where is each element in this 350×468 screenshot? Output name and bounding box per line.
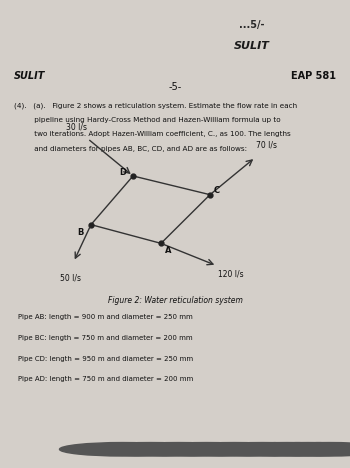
- Text: 120 l/s: 120 l/s: [218, 270, 244, 278]
- Text: Figure 2: Water reticulation system: Figure 2: Water reticulation system: [107, 296, 243, 305]
- Text: A: A: [165, 246, 171, 256]
- Circle shape: [199, 443, 326, 456]
- Text: 30 l/s: 30 l/s: [66, 122, 88, 131]
- Circle shape: [245, 443, 350, 456]
- Circle shape: [144, 443, 270, 456]
- Text: Pipe AB: length = 900 m and diameter = 250 mm: Pipe AB: length = 900 m and diameter = 2…: [18, 314, 192, 321]
- Text: Pipe BC: length = 750 m and diameter = 200 mm: Pipe BC: length = 750 m and diameter = 2…: [18, 335, 192, 341]
- Circle shape: [60, 443, 186, 456]
- Text: SULIT: SULIT: [234, 41, 270, 51]
- Text: B: B: [77, 227, 84, 237]
- Text: EAP 581: EAP 581: [291, 71, 336, 81]
- Text: D: D: [119, 168, 126, 177]
- Text: two iterations. Adopt Hazen-William coefficient, C., as 100. The lengths: two iterations. Adopt Hazen-William coef…: [14, 132, 291, 138]
- Text: Pipe AD: length = 750 m and diameter = 200 mm: Pipe AD: length = 750 m and diameter = 2…: [18, 376, 193, 382]
- Text: ...5/-: ...5/-: [239, 20, 265, 30]
- Text: (4).   (a).   Figure 2 shows a reticulation system. Estimate the flow rate in ea: (4). (a). Figure 2 shows a reticulation …: [14, 103, 297, 110]
- Text: C: C: [214, 186, 220, 196]
- Text: and diameters for pipes AB, BC, CD, and AD are as follows:: and diameters for pipes AB, BC, CD, and …: [14, 146, 247, 152]
- Text: pipeline using Hardy-Cross Method and Hazen-William formula up to: pipeline using Hardy-Cross Method and Ha…: [14, 117, 281, 123]
- Text: -5-: -5-: [168, 82, 182, 92]
- Text: 50 l/s: 50 l/s: [60, 273, 80, 282]
- Circle shape: [88, 443, 214, 456]
- Circle shape: [116, 443, 241, 456]
- Circle shape: [266, 443, 350, 456]
- Circle shape: [172, 443, 298, 456]
- Text: Pipe CD: length = 950 m and diameter = 250 mm: Pipe CD: length = 950 m and diameter = 2…: [18, 356, 192, 362]
- Circle shape: [224, 443, 350, 456]
- Text: 70 l/s: 70 l/s: [256, 141, 276, 150]
- Text: SULIT: SULIT: [14, 71, 46, 81]
